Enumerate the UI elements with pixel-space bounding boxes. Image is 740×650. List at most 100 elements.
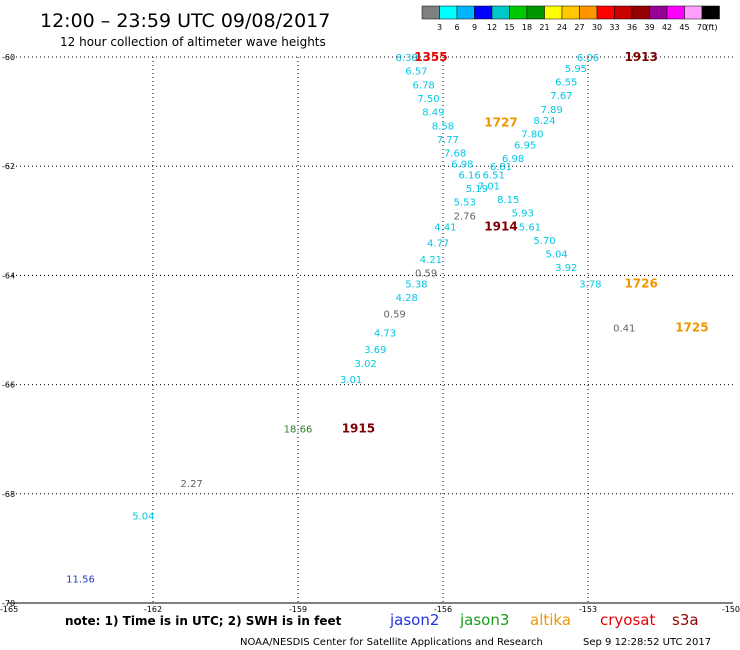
pass-time-label: 1725 bbox=[675, 320, 708, 334]
swh-value: 5.61 bbox=[519, 222, 541, 233]
swh-value: 3.69 bbox=[364, 345, 386, 356]
swh-value: 6.98 bbox=[502, 154, 524, 165]
colorbar-swatch bbox=[439, 5, 458, 20]
colorbar-swatch bbox=[701, 5, 720, 20]
legend-jason3: jason3 bbox=[459, 611, 509, 629]
swh-value: 8.24 bbox=[533, 116, 555, 127]
y-tick-label: -60 bbox=[2, 53, 15, 62]
swh-value: 2.27 bbox=[181, 479, 203, 490]
x-tick-label: -150 bbox=[722, 605, 740, 614]
swh-value: 7.80 bbox=[521, 129, 543, 140]
pass-time-label: 1915 bbox=[342, 421, 375, 435]
swh-value: 3.78 bbox=[579, 280, 601, 291]
swh-value: 6.81 bbox=[490, 162, 512, 173]
colorbar-swatch bbox=[684, 5, 703, 20]
legend-jason2: jason2 bbox=[389, 611, 439, 629]
swh-value: 4.73 bbox=[374, 329, 396, 340]
pass-time-label: 1913 bbox=[624, 50, 657, 64]
swh-observations: 8.38 6.57 6.78 7.50 8.49 8.58 7.77 7.68 6.98 6.16… bbox=[66, 53, 635, 585]
colorbar-label: 30 bbox=[592, 23, 602, 32]
swh-value: 7.77 bbox=[437, 135, 459, 146]
colorbar-legend: 3 6 9 12 15 18 21 24 27 30 33 36 39 42 45 70(ft) bbox=[421, 5, 720, 32]
swh-value: 4.77 bbox=[427, 239, 449, 250]
swh-value: 2.76 bbox=[454, 211, 476, 222]
colorbar-label: 12 bbox=[487, 23, 497, 32]
swh-value: 6.06 bbox=[577, 53, 599, 64]
swh-value: 5.04 bbox=[545, 250, 567, 261]
colorbar-label: 42 bbox=[662, 23, 672, 32]
swh-value: 6.16 bbox=[458, 170, 480, 181]
swh-value: 5.95 bbox=[565, 64, 587, 75]
colorbar-label: 27 bbox=[574, 23, 584, 32]
colorbar-label: 24 bbox=[557, 23, 567, 32]
colorbar-label: 9 bbox=[472, 23, 477, 32]
colorbar-swatch bbox=[526, 5, 545, 20]
swh-value: 0.59 bbox=[384, 310, 406, 321]
swh-value: 7.50 bbox=[417, 94, 439, 105]
x-tick-label: -156 bbox=[434, 605, 452, 614]
pass-time-label: 1355 bbox=[414, 50, 447, 64]
units-note: note: 1) Time is in UTC; 2) SWH is in fe… bbox=[65, 614, 342, 628]
grid-lines bbox=[8, 56, 733, 604]
swh-value: 6.55 bbox=[555, 78, 577, 89]
x-tick-label: -153 bbox=[579, 605, 597, 614]
swh-value: 4.21 bbox=[420, 255, 442, 266]
colorbar-label: 36 bbox=[627, 23, 637, 32]
swh-value: 6.95 bbox=[514, 140, 536, 151]
legend-s3a: s3a bbox=[672, 611, 699, 629]
axis-ticks: -165 -162 -159 -156 -153 -150 -60 -62 -64 -66 -68 -… bbox=[0, 53, 740, 614]
pass-time-label: 1726 bbox=[624, 277, 657, 291]
colorbar-swatch bbox=[561, 5, 580, 20]
swh-value: 6.57 bbox=[405, 67, 427, 78]
chart-subtitle: 12 hour collection of altimeter wave hei… bbox=[60, 35, 326, 49]
colorbar-swatch bbox=[421, 5, 440, 20]
colorbar-swatch bbox=[509, 5, 528, 20]
chart-title: 12:00 – 23:59 UTC 09/08/2017 bbox=[40, 10, 330, 32]
y-tick-label: -62 bbox=[2, 162, 15, 171]
swh-value: 8.58 bbox=[432, 121, 454, 132]
colorbar-label: 33 bbox=[609, 23, 619, 32]
y-tick-label: -68 bbox=[2, 490, 15, 499]
colorbar-label: 45 bbox=[679, 23, 689, 32]
generated-timestamp: Sep 9 12:28:52 UTC 2017 bbox=[583, 637, 711, 648]
swh-value: 8.38 bbox=[396, 53, 418, 64]
colorbar-swatch bbox=[579, 5, 598, 20]
colorbar-swatch bbox=[596, 5, 615, 20]
colorbar-label: 21 bbox=[539, 23, 549, 32]
colorbar-swatch bbox=[544, 5, 563, 20]
colorbar-swatch bbox=[631, 5, 650, 20]
legend-altika: altika bbox=[530, 611, 571, 629]
swh-value: 7.68 bbox=[444, 149, 466, 160]
pass-time-label: 1727 bbox=[484, 116, 517, 130]
colorbar-label: 18 bbox=[522, 23, 532, 32]
swh-value: 4.28 bbox=[396, 293, 418, 304]
swh-value: 8.15 bbox=[497, 195, 519, 206]
x-tick-label: -159 bbox=[289, 605, 307, 614]
swh-value: 5.19 bbox=[466, 184, 488, 195]
swh-value: 0.59 bbox=[415, 269, 437, 280]
swh-value: 6.51 bbox=[483, 170, 505, 181]
swh-value: 7.89 bbox=[541, 105, 563, 116]
swh-value: 5.70 bbox=[533, 236, 555, 247]
colorbar-swatch bbox=[649, 5, 668, 20]
swh-value: 6.78 bbox=[413, 80, 435, 91]
swh-value: 8.49 bbox=[422, 108, 444, 119]
colorbar-label: 39 bbox=[644, 23, 654, 32]
colorbar-label: 15 bbox=[504, 23, 514, 32]
swh-value: 0.41 bbox=[613, 323, 635, 334]
y-tick-label: -66 bbox=[2, 381, 15, 390]
swh-value: 5.53 bbox=[454, 198, 476, 209]
legend-cryosat: cryosat bbox=[600, 611, 655, 629]
swh-value: 3.01 bbox=[340, 375, 362, 386]
swh-value: 4.41 bbox=[434, 222, 456, 233]
colorbar-label: 3 bbox=[437, 23, 442, 32]
swh-value: 3.02 bbox=[355, 359, 377, 370]
swh-value: 18.66 bbox=[284, 424, 313, 435]
satellite-legend: jason2 jason3 altika cryosat s3a bbox=[389, 611, 699, 629]
swh-value: 5.93 bbox=[512, 209, 534, 220]
y-tick-label: -64 bbox=[2, 271, 15, 280]
colorbar-swatch bbox=[456, 5, 475, 20]
colorbar-label: 70 bbox=[697, 23, 707, 32]
swh-value: 3.92 bbox=[555, 263, 577, 274]
